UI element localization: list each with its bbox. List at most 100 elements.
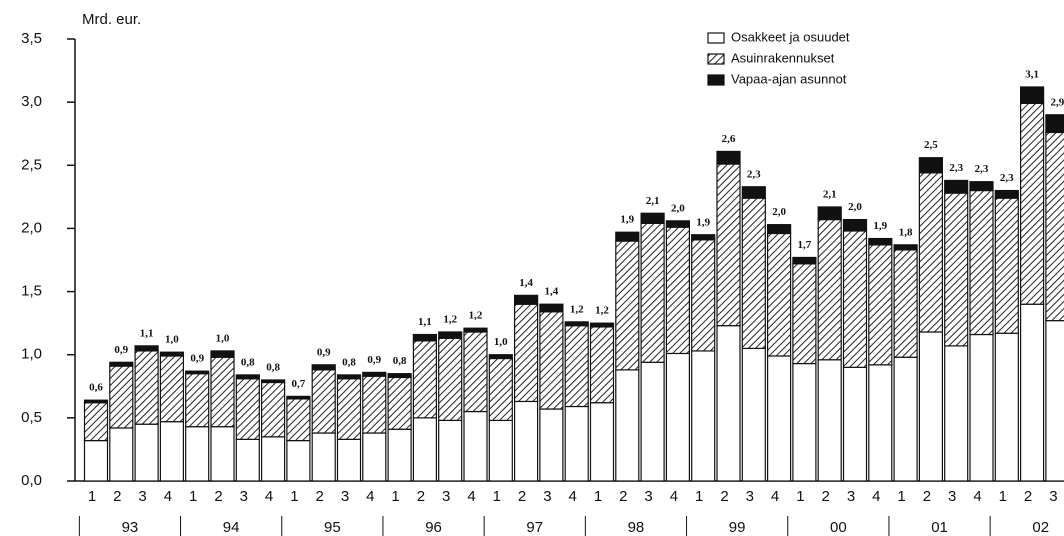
bar-segment xyxy=(766,232,792,357)
total-label: 0,7 xyxy=(292,378,306,390)
legend-label: Asuinrakennukset xyxy=(731,50,835,65)
bar-segment xyxy=(741,347,766,482)
x-tick-label: 1 xyxy=(897,488,905,505)
x-tick-label: 2 xyxy=(316,488,324,505)
bar-segment xyxy=(1019,303,1045,482)
bar-segment xyxy=(564,405,589,482)
bar-segment xyxy=(539,311,564,410)
bar-segment xyxy=(235,438,260,482)
group-label: 93 xyxy=(122,519,139,536)
group-label: 00 xyxy=(830,519,847,536)
bar-segment xyxy=(691,234,716,241)
total-label: 1,1 xyxy=(140,327,154,339)
bar-segment xyxy=(539,303,564,313)
x-tick-label: 4 xyxy=(467,488,475,505)
x-tick-label: 1 xyxy=(391,488,399,505)
total-label: 1,4 xyxy=(519,277,533,289)
bar-segment xyxy=(311,364,336,371)
bar-segment xyxy=(918,331,944,482)
total-label: 3,1 xyxy=(1025,69,1039,81)
x-tick-label: 2 xyxy=(822,488,830,505)
bar-segment xyxy=(261,379,286,384)
bar-segment xyxy=(792,362,817,482)
x-tick-label: 3 xyxy=(543,488,551,505)
bar-segment xyxy=(210,356,235,428)
total-label: 2,3 xyxy=(975,163,989,175)
total-label: 2,1 xyxy=(823,188,837,200)
total-label: 1,2 xyxy=(595,305,609,317)
bar-segment xyxy=(261,436,286,482)
total-label: 2,3 xyxy=(1000,172,1014,184)
bar-segment xyxy=(893,249,918,358)
bar-segment xyxy=(665,352,691,482)
bar-segment xyxy=(488,357,513,421)
bar-segment xyxy=(918,172,944,333)
x-tick-label: 1 xyxy=(290,488,298,505)
group-label: 02 xyxy=(1032,519,1049,536)
x-tick-label: 2 xyxy=(619,488,627,505)
bar-segment xyxy=(792,256,817,265)
group-label: 94 xyxy=(223,519,240,536)
y-tick-label: 3,0 xyxy=(21,93,42,110)
y-tick-label: 0,0 xyxy=(21,472,42,489)
bar-segment xyxy=(513,303,539,403)
bar-segment xyxy=(412,417,437,482)
x-tick-label: 3 xyxy=(341,488,349,505)
bar-segment xyxy=(1019,102,1045,305)
bar-segment xyxy=(615,369,640,482)
bar-segment xyxy=(387,428,412,482)
x-tick-label: 3 xyxy=(948,488,956,505)
y-tick-label: 2,5 xyxy=(21,156,42,173)
x-tick-label: 1 xyxy=(796,488,804,505)
bar-segment xyxy=(716,163,741,327)
bar-segment xyxy=(969,181,994,192)
bar-segment xyxy=(134,350,159,425)
bar-segment xyxy=(513,400,539,482)
total-label: 2,0 xyxy=(772,206,786,218)
bar-segment xyxy=(185,373,210,428)
bar-segment xyxy=(691,350,716,482)
total-label: 2,9 xyxy=(1051,96,1064,108)
bar-segment xyxy=(362,375,387,434)
bar-segment xyxy=(159,351,184,357)
bar-segment xyxy=(969,333,994,482)
total-label: 1,9 xyxy=(620,214,634,226)
x-tick-label: 3 xyxy=(240,488,248,505)
total-label: 1,9 xyxy=(696,216,710,228)
x-tick-label: 3 xyxy=(138,488,146,505)
bar-segment xyxy=(362,432,387,482)
x-tick-label: 4 xyxy=(771,488,779,505)
bar-segment xyxy=(766,224,792,235)
total-label: 0,9 xyxy=(317,346,331,358)
bar-segment xyxy=(817,218,842,361)
bar-segment xyxy=(665,226,691,355)
bar-segment xyxy=(387,376,412,430)
group-label: 96 xyxy=(425,519,442,536)
bar-segment xyxy=(893,356,918,482)
bar-segment xyxy=(564,325,589,408)
bar-segment xyxy=(235,374,260,380)
bar-segment xyxy=(109,427,134,482)
group-label: 01 xyxy=(931,519,948,536)
x-tick-label: 2 xyxy=(923,488,931,505)
x-tick-label: 3 xyxy=(442,488,450,505)
bar-segment xyxy=(463,331,488,413)
bar-segment xyxy=(615,231,640,242)
bar-segment xyxy=(817,206,842,221)
bar-segment xyxy=(463,327,488,333)
x-tick-label: 1 xyxy=(594,488,602,505)
total-label: 1,0 xyxy=(165,334,179,346)
total-label: 0,9 xyxy=(114,344,128,356)
bar-segment xyxy=(336,438,362,482)
x-tick-label: 2 xyxy=(1024,488,1032,505)
x-tick-label: 1 xyxy=(493,488,501,505)
group-label: 99 xyxy=(729,519,746,536)
x-tick-label: 1 xyxy=(189,488,197,505)
bar-segment xyxy=(842,366,868,482)
bar-segment xyxy=(842,218,868,232)
bar-segment xyxy=(438,337,463,421)
bar-segment xyxy=(286,398,311,442)
bar-segment xyxy=(412,340,437,419)
bar-segment xyxy=(691,239,716,352)
